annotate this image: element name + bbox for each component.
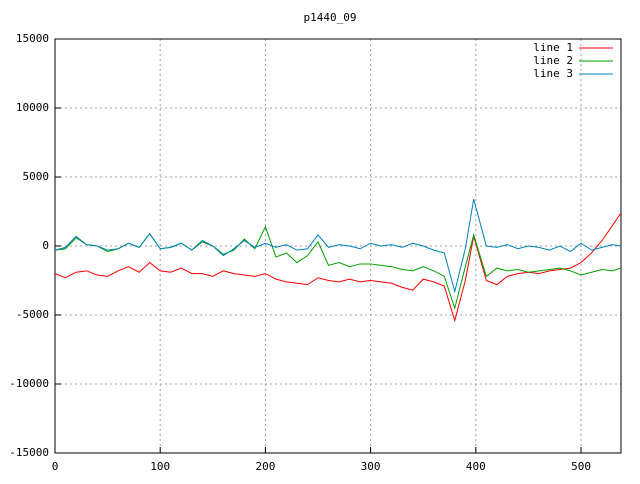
legend-label: line 1 [533, 41, 573, 54]
y-tick-label: -5000 [16, 308, 49, 321]
y-tick-label: -10000 [9, 377, 49, 390]
y-tick-label: 5000 [23, 170, 50, 183]
legend-label: line 2 [533, 54, 573, 67]
x-tick-label: 200 [255, 460, 275, 473]
y-tick-label: -15000 [9, 446, 49, 459]
chart-title: p1440_09 [304, 11, 357, 24]
x-tick-label: 300 [361, 460, 381, 473]
x-tick-label: 0 [52, 460, 59, 473]
data-line [54, 198, 622, 294]
y-tick-label: 10000 [16, 101, 49, 114]
y-tick-label: 15000 [16, 32, 49, 45]
y-tick-label: 0 [42, 239, 49, 252]
x-tick-label: 100 [150, 460, 170, 473]
x-tick-label: 500 [571, 460, 591, 473]
x-tick-label: 400 [466, 460, 486, 473]
legend-label: line 3 [533, 67, 573, 80]
